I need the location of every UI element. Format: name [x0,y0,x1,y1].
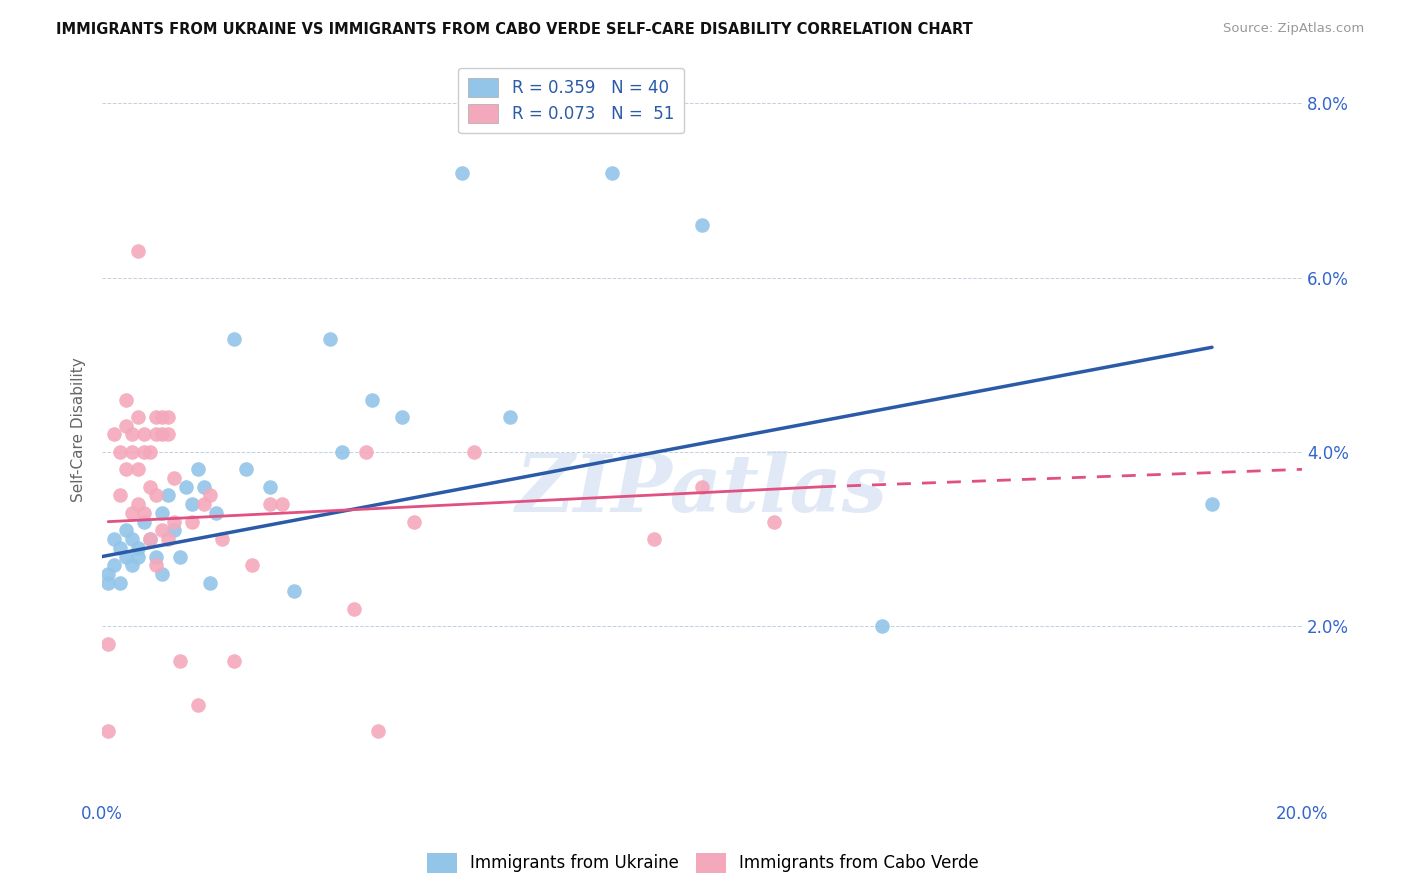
Point [127,244,149,259]
Point [643,532,665,546]
Point [391,410,413,425]
Point [259,480,281,494]
Point [157,532,180,546]
Point [103,427,125,442]
Point [283,584,305,599]
Point [115,549,138,564]
Point [121,532,143,546]
Point [157,410,180,425]
Point [108,575,131,590]
Text: Source: ZipAtlas.com: Source: ZipAtlas.com [1223,22,1364,36]
Point [115,462,138,476]
Point [163,471,186,485]
Point [145,427,167,442]
Point [463,445,485,459]
Point [404,515,426,529]
Point [198,488,221,502]
Point [97,723,120,738]
Point [150,410,173,425]
Point [211,532,233,546]
Point [224,332,246,346]
Point [451,166,474,180]
Point [97,637,120,651]
Point [763,515,786,529]
Point [198,575,221,590]
Point [181,497,204,511]
Point [690,480,713,494]
Point [343,602,366,616]
Point [139,480,162,494]
Point [127,541,149,555]
Point [205,506,228,520]
Point [271,497,294,511]
Point [157,488,180,502]
Point [97,575,120,590]
Point [174,480,197,494]
Point [103,558,125,573]
Point [145,410,167,425]
Point [499,410,522,425]
Point [121,506,143,520]
Point [127,497,149,511]
Point [259,497,281,511]
Point [115,392,138,407]
Point [121,445,143,459]
Point [115,418,138,433]
Point [115,524,138,538]
Point [690,219,713,233]
Text: ZIPatlas: ZIPatlas [516,450,889,528]
Point [103,532,125,546]
Point [187,698,209,712]
Point [157,427,180,442]
Point [169,549,191,564]
Point [139,532,162,546]
Point [134,445,156,459]
Point [134,506,156,520]
Point [187,462,209,476]
Point [193,497,215,511]
Point [235,462,257,476]
Point [169,654,191,668]
Point [97,566,120,581]
Point [367,723,389,738]
Text: IMMIGRANTS FROM UKRAINE VS IMMIGRANTS FROM CABO VERDE SELF-CARE DISABILITY CORRE: IMMIGRANTS FROM UKRAINE VS IMMIGRANTS FR… [56,22,973,37]
Point [145,558,167,573]
Point [330,445,353,459]
Point [145,549,167,564]
Point [108,488,131,502]
Point [224,654,246,668]
Point [127,410,149,425]
Point [150,506,173,520]
Point [181,515,204,529]
Point [163,515,186,529]
Point [150,524,173,538]
Point [127,462,149,476]
Legend: Immigrants from Ukraine, Immigrants from Cabo Verde: Immigrants from Ukraine, Immigrants from… [420,847,986,880]
Point [354,445,377,459]
Point [108,541,131,555]
Point [134,427,156,442]
Point [121,427,143,442]
Y-axis label: Self-Care Disability: Self-Care Disability [72,358,86,502]
Point [139,445,162,459]
Point [150,566,173,581]
Point [1201,497,1223,511]
Point [108,445,131,459]
Point [121,558,143,573]
Point [150,427,173,442]
Legend: R = 0.359   N = 40, R = 0.073   N =  51: R = 0.359 N = 40, R = 0.073 N = 51 [458,68,685,133]
Point [139,532,162,546]
Point [319,332,342,346]
Point [600,166,623,180]
Point [240,558,263,573]
Point [870,619,893,633]
Point [145,488,167,502]
Point [163,524,186,538]
Point [193,480,215,494]
Point [134,515,156,529]
Point [127,549,149,564]
Point [361,392,384,407]
